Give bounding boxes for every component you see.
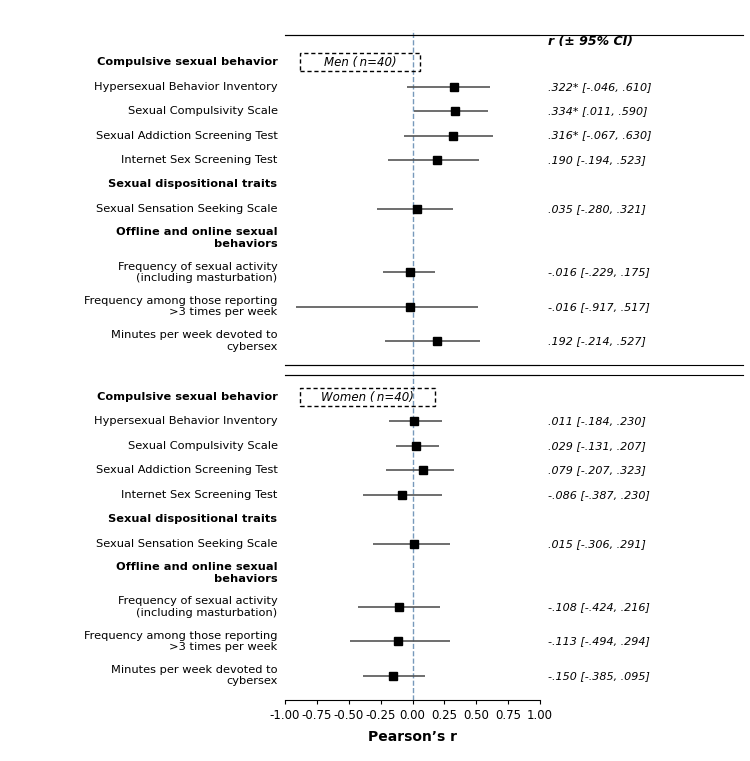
Text: -.108 [-.424, .216]: -.108 [-.424, .216] <box>548 602 650 613</box>
Text: Men ( n=40): Men ( n=40) <box>324 56 396 68</box>
Text: Sexual Addiction Screening Test: Sexual Addiction Screening Test <box>96 131 278 141</box>
Text: Sexual Compulsivity Scale: Sexual Compulsivity Scale <box>128 106 278 116</box>
Text: Sexual Sensation Seeking Scale: Sexual Sensation Seeking Scale <box>96 204 278 214</box>
Text: .322* [-.046, .610]: .322* [-.046, .610] <box>548 81 651 91</box>
Text: .190 [-.194, .523]: .190 [-.194, .523] <box>548 155 645 165</box>
Text: Frequency of sexual activity
(including masturbation): Frequency of sexual activity (including … <box>118 262 278 283</box>
Text: Hypersexual Behavior Inventory: Hypersexual Behavior Inventory <box>94 416 278 426</box>
Text: -.016 [-.229, .175]: -.016 [-.229, .175] <box>548 267 650 278</box>
Text: Women ( n=40): Women ( n=40) <box>321 390 414 403</box>
Text: -.016 [-.917, .517]: -.016 [-.917, .517] <box>548 301 650 311</box>
Text: Frequency of sexual activity
(including masturbation): Frequency of sexual activity (including … <box>118 597 278 618</box>
Text: Offline and online sexual
behaviors: Offline and online sexual behaviors <box>116 562 278 584</box>
Text: Minutes per week devoted to
cybersex: Minutes per week devoted to cybersex <box>111 665 278 686</box>
Text: Sexual dispositional traits: Sexual dispositional traits <box>109 180 278 189</box>
Text: Sexual Sensation Seeking Scale: Sexual Sensation Seeking Scale <box>96 539 278 549</box>
Text: Offline and online sexual
behaviors: Offline and online sexual behaviors <box>116 228 278 249</box>
Text: .334* [.011, .590]: .334* [.011, .590] <box>548 106 647 116</box>
Text: .192 [-.214, .527]: .192 [-.214, .527] <box>548 336 645 345</box>
Text: .316* [-.067, .630]: .316* [-.067, .630] <box>548 131 651 141</box>
Text: Sexual Addiction Screening Test: Sexual Addiction Screening Test <box>96 466 278 476</box>
Text: .029 [-.131, .207]: .029 [-.131, .207] <box>548 441 645 451</box>
Text: Minutes per week devoted to
cybersex: Minutes per week devoted to cybersex <box>111 330 278 352</box>
X-axis label: Pearson’s r: Pearson’s r <box>368 731 457 744</box>
Text: -.113 [-.494, .294]: -.113 [-.494, .294] <box>548 636 650 646</box>
Text: .015 [-.306, .291]: .015 [-.306, .291] <box>548 539 645 549</box>
Text: r (± 95% CI): r (± 95% CI) <box>548 35 632 48</box>
Text: .079 [-.207, .323]: .079 [-.207, .323] <box>548 466 645 476</box>
Text: Frequency among those reporting
>3 times per week: Frequency among those reporting >3 times… <box>84 631 278 652</box>
Text: Sexual dispositional traits: Sexual dispositional traits <box>109 514 278 524</box>
Text: Compulsive sexual behavior: Compulsive sexual behavior <box>97 392 278 402</box>
Text: Sexual Compulsivity Scale: Sexual Compulsivity Scale <box>128 441 278 451</box>
Text: -.086 [-.387, .230]: -.086 [-.387, .230] <box>548 490 650 500</box>
Text: Hypersexual Behavior Inventory: Hypersexual Behavior Inventory <box>94 81 278 91</box>
Text: Compulsive sexual behavior: Compulsive sexual behavior <box>97 57 278 67</box>
Text: .011 [-.184, .230]: .011 [-.184, .230] <box>548 416 645 426</box>
Text: -.150 [-.385, .095]: -.150 [-.385, .095] <box>548 670 650 680</box>
Text: Internet Sex Screening Test: Internet Sex Screening Test <box>122 155 278 165</box>
Text: .035 [-.280, .321]: .035 [-.280, .321] <box>548 204 645 214</box>
Text: Frequency among those reporting
>3 times per week: Frequency among those reporting >3 times… <box>84 296 278 317</box>
Text: Internet Sex Screening Test: Internet Sex Screening Test <box>122 490 278 500</box>
